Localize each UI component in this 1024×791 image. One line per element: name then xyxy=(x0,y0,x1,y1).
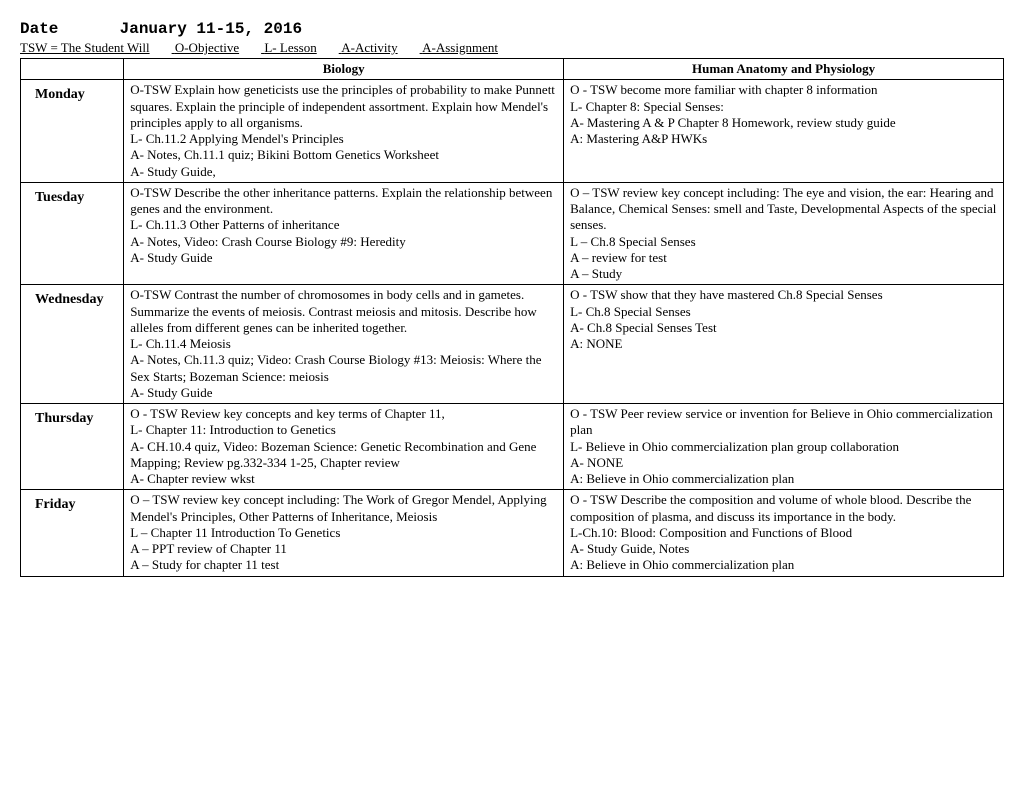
cell-hap: O - TSW show that they have mastered Ch.… xyxy=(564,285,1004,404)
col-hap: Human Anatomy and Physiology xyxy=(564,59,1004,80)
col-biology: Biology xyxy=(124,59,564,80)
table-row: Tuesday O-TSW Describe the other inherit… xyxy=(21,182,1004,285)
col-day xyxy=(21,59,124,80)
date-label: Date xyxy=(20,20,110,38)
header-date: Date January 11-15, 2016 xyxy=(20,20,1004,38)
day-label: Wednesday xyxy=(21,285,124,404)
cell-biology: O-TSW Explain how geneticists use the pr… xyxy=(124,80,564,183)
legend-tsw: TSW = The Student Will xyxy=(20,40,150,55)
date-value: January 11-15, 2016 xyxy=(120,20,302,38)
legend-o: O-Objective xyxy=(175,40,239,55)
cell-hap: O – TSW review key concept including: Th… xyxy=(564,182,1004,285)
legend-assignment: A-Assignment xyxy=(422,40,498,55)
cell-hap: O - TSW Peer review service or invention… xyxy=(564,404,1004,490)
table-row: Thursday O - TSW Review key concepts and… xyxy=(21,404,1004,490)
header-legend: TSW = The Student Will O-Objective L- Le… xyxy=(20,40,1004,56)
cell-hap: O - TSW become more familiar with chapte… xyxy=(564,80,1004,183)
cell-hap: O - TSW Describe the composition and vol… xyxy=(564,490,1004,576)
day-label: Tuesday xyxy=(21,182,124,285)
day-label: Thursday xyxy=(21,404,124,490)
day-label: Friday xyxy=(21,490,124,576)
table-row: Friday O – TSW review key concept includ… xyxy=(21,490,1004,576)
table-header-row: Biology Human Anatomy and Physiology xyxy=(21,59,1004,80)
table-row: Monday O-TSW Explain how geneticists use… xyxy=(21,80,1004,183)
cell-biology: O-TSW Describe the other inheritance pat… xyxy=(124,182,564,285)
legend-l: L- Lesson xyxy=(264,40,316,55)
day-label: Monday xyxy=(21,80,124,183)
cell-biology: O – TSW review key concept including: Th… xyxy=(124,490,564,576)
legend-activity: A-Activity xyxy=(341,40,397,55)
cell-biology: O-TSW Contrast the number of chromosomes… xyxy=(124,285,564,404)
cell-biology: O - TSW Review key concepts and key term… xyxy=(124,404,564,490)
table-row: Wednesday O-TSW Contrast the number of c… xyxy=(21,285,1004,404)
lesson-plan-table: Biology Human Anatomy and Physiology Mon… xyxy=(20,58,1004,577)
